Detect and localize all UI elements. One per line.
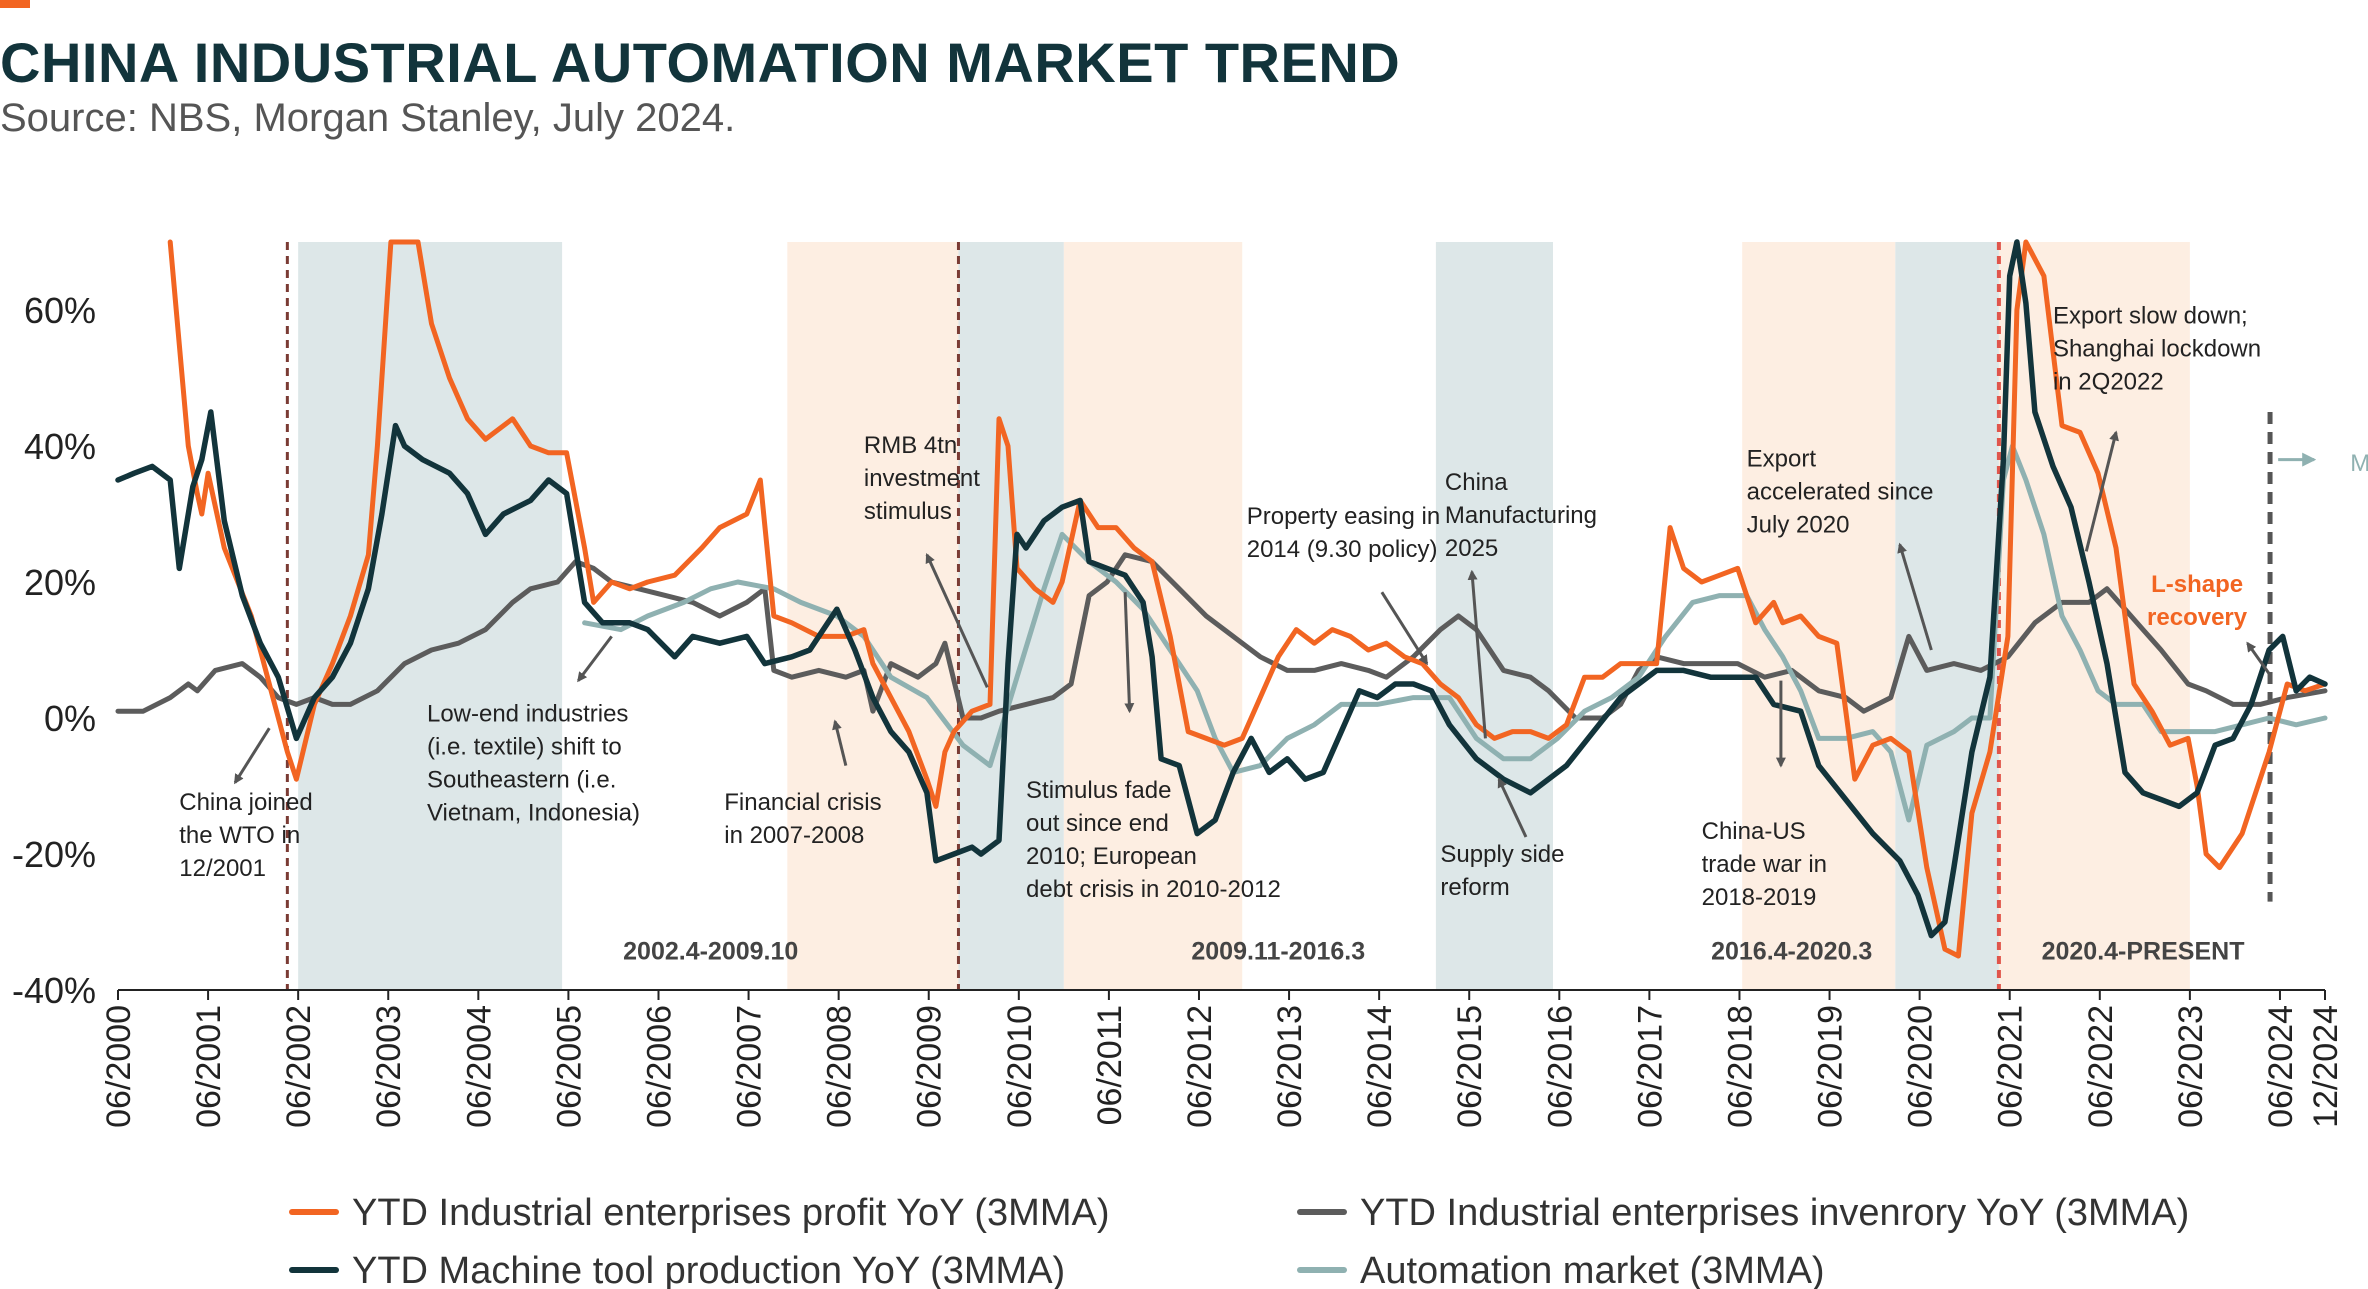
x-tick-label: 06/2013	[1271, 1005, 1309, 1128]
annotation-text: 2025	[1445, 535, 1498, 562]
y-tick-label: 0%	[44, 698, 96, 739]
highlight-annotation-text: recovery	[2147, 604, 2248, 631]
annotation-text: Property easing in	[1247, 503, 1440, 530]
x-tick-label: 06/2006	[640, 1005, 678, 1128]
x-tick-label: 06/2021	[1992, 1005, 2030, 1128]
x-tick-label: 06/2010	[1001, 1005, 1039, 1128]
x-tick-label: 06/2007	[731, 1005, 769, 1128]
x-tick-label: 06/2018	[1721, 1005, 1759, 1128]
x-tick-label: 06/2024	[2262, 1005, 2300, 1128]
x-tick-label: 06/2017	[1631, 1005, 1669, 1128]
y-tick-label: -40%	[12, 970, 96, 1011]
annotation-text: Vietnam, Indonesia)	[427, 799, 640, 826]
x-tick-label: 06/2005	[550, 1005, 588, 1128]
annotation-text: Low-end industries	[427, 700, 628, 727]
annotation-text: reform	[1440, 874, 1509, 901]
annotation-text: out since end	[1026, 810, 1169, 837]
x-tick-label: 06/2004	[460, 1005, 498, 1128]
period-label: 2002.4-2009.10	[623, 937, 798, 965]
period-band-1	[787, 242, 958, 990]
annotation-text: in 2007-2008	[724, 822, 864, 849]
y-tick-label: -20%	[12, 834, 96, 875]
annotation-text: stimulus	[864, 498, 952, 525]
annotation-arrow-1	[578, 636, 611, 680]
y-tick-label: 60%	[24, 290, 96, 331]
x-tick-label: 06/2019	[1812, 1005, 1850, 1128]
legend-label: YTD Industrial enterprises profit YoY (3…	[352, 1192, 1110, 1234]
x-tick-label: 06/2012	[1181, 1005, 1219, 1128]
legend-label: Automation market (3MMA)	[1360, 1250, 1825, 1289]
annotation-text: 12/2001	[179, 855, 266, 882]
legend-label: YTD Machine tool production YoY (3MMA)	[352, 1250, 1065, 1289]
annotation-text: China-US	[1702, 818, 1806, 845]
annotation-text: Manufacturing	[1445, 502, 1597, 529]
x-tick-label: 06/2002	[280, 1005, 318, 1128]
x-tick-label: 06/2014	[1361, 1005, 1399, 1128]
annotation-text: Southeastern (i.e.	[427, 766, 616, 793]
x-tick-label: 06/2022	[2082, 1005, 2120, 1128]
annotation-text: the WTO in	[179, 822, 300, 849]
x-tick-label: 06/2003	[370, 1005, 408, 1128]
x-tick-label: 06/2008	[821, 1005, 859, 1128]
x-tick-label: 06/2020	[1902, 1005, 1940, 1128]
annotation-text: accelerated since	[1747, 478, 1934, 505]
annotation-text: Export slow down;	[2053, 303, 2248, 330]
annotation-text: China	[1445, 469, 1508, 496]
annotation-arrow-5	[1382, 592, 1427, 663]
annotation-text: Shanghai lockdown	[2053, 336, 2261, 363]
period-label: 2020.4-PRESENT	[2042, 937, 2245, 965]
annotation-5: Property easing in 2014 (9.30 policy)	[1247, 503, 1440, 563]
x-tick-label: 06/2001	[190, 1005, 228, 1128]
annotation-text: July 2020	[1747, 511, 1850, 538]
x-tick-label: 06/2011	[1091, 1005, 1129, 1125]
legend-label: YTD Industrial enterprises invenrory YoY…	[1360, 1192, 2189, 1234]
period-band-0	[298, 242, 562, 990]
annotation-text: in 2Q2022	[2053, 369, 2164, 396]
side-label-mse: MSe	[2350, 450, 2368, 477]
annotation-text: China joined	[179, 789, 312, 816]
annotation-arrow-0	[235, 728, 269, 782]
x-tick-label: 06/2009	[911, 1005, 949, 1128]
chart-canvas: -40% -20% 0% 20% 40% 60% 06/2000 06/2001 06/2002…	[0, 0, 2368, 1289]
annotation-text: RMB 4tn	[864, 432, 957, 459]
annotation-10: Export slow down; Shanghai lockdown in 2Q2…	[2053, 303, 2261, 396]
annotation-text: 2018-2019	[1702, 884, 1817, 911]
highlight-annotation-text: L-shape	[2151, 571, 2243, 598]
annotation-text: Financial crisis	[724, 789, 881, 816]
annotation-text: trade war in	[1702, 851, 1827, 878]
annotation-text: Export	[1747, 445, 1817, 472]
annotation-text: 2010; European	[1026, 843, 1197, 870]
annotation-text: Supply side	[1440, 841, 1564, 868]
x-tick-label: 12/2024	[2307, 1005, 2345, 1128]
x-tick-label: 06/2016	[1541, 1005, 1579, 1128]
annotation-text: Stimulus fade	[1026, 777, 1171, 804]
x-tick-label: 06/2023	[2172, 1005, 2210, 1128]
period-label: 2009.11-2016.3	[1191, 937, 1365, 965]
annotation-text: (i.e. textile) shift to	[427, 733, 622, 760]
x-tick-label: 06/2015	[1451, 1005, 1489, 1128]
annotation-text: 2014 (9.30 policy)	[1247, 536, 1438, 563]
y-tick-label: 20%	[24, 562, 96, 603]
annotation-0: China joined the WTO in 12/2001	[179, 789, 312, 882]
x-tick-label: 06/2000	[100, 1005, 138, 1128]
y-tick-label: 40%	[24, 426, 96, 467]
period-label: 2016.4-2020.3	[1711, 937, 1872, 965]
annotation-text: investment	[864, 465, 980, 492]
annotation-text: debt crisis in 2010-2012	[1026, 876, 1281, 903]
